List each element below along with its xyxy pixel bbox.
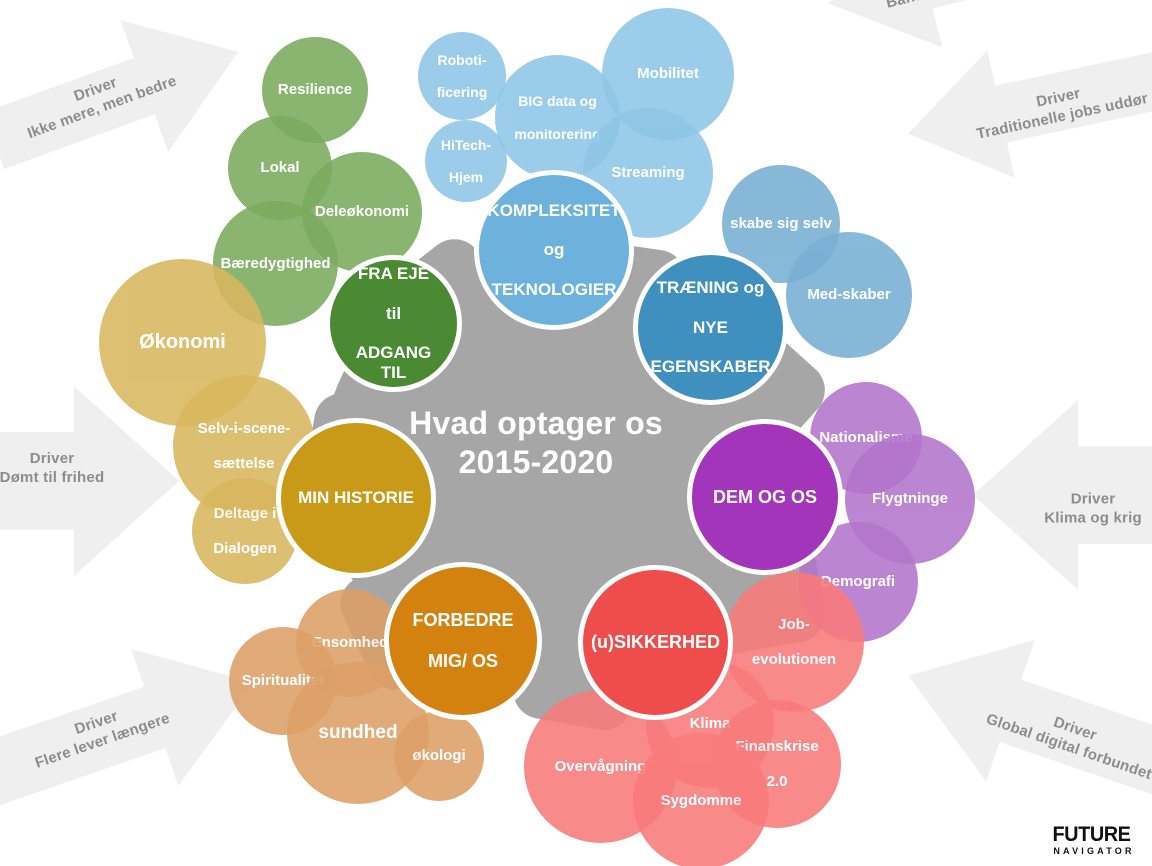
bubble-label-line2: sættelse <box>213 454 275 472</box>
bubble-label-line1: HiTech- <box>440 136 492 153</box>
bubble-label-line1: BIG data og <box>518 93 597 110</box>
hub-label: FORBEDRE MIG/ OS <box>400 610 525 673</box>
hub-kompleksitet-og-teknologier[interactable]: KOMPLEKSITET og TEKNOLOGIER <box>474 170 634 330</box>
hub-label-line2: NYE <box>693 317 728 337</box>
hub-forbedre-mig-os[interactable]: FORBEDRE MIG/ OS <box>384 562 542 720</box>
bubble-label-line2: monitorering <box>514 125 601 142</box>
hub-traening-og-nye-egenskaber[interactable]: TRÆNING og NYE EGENSKABER <box>633 250 788 405</box>
driver-arrow-domt-til-frihed-label: Driver Dømt til frihed <box>0 450 126 488</box>
bubble-label: Med-skaber <box>807 286 891 304</box>
bubble-label: Ensomhed <box>311 634 389 652</box>
bubble-label-line2: evolutionen <box>751 650 837 668</box>
bubble-sygdomme[interactable]: Sygdomme <box>633 733 769 866</box>
hub-label-line1: FRA EJE <box>357 264 430 284</box>
bubble-label-line1: Roboti- <box>437 51 487 68</box>
hub-dem-og-os[interactable]: DEM OG OS <box>687 419 843 575</box>
bubble-label-line2: Dialogen <box>213 539 277 557</box>
hub-label-line3: ADGANG TIL <box>355 343 432 382</box>
bubble-label: økologi <box>412 747 466 765</box>
bubble-label: Bæredygtighed <box>220 254 331 272</box>
bubble-hitech-hjem[interactable]: HiTech- Hjem <box>425 120 507 202</box>
page-title: Hvad optager os 2015-2020 <box>376 404 696 482</box>
hub-label-line1: TRÆNING og <box>656 278 765 298</box>
page-title-line2: 2015-2020 <box>458 444 614 481</box>
hub-label-line1: FORBEDRE <box>412 609 514 630</box>
bubble-label-line2: Hjem <box>448 169 484 186</box>
page-title-line1: Hvad optager os <box>409 405 663 441</box>
driver-arrow-traditionelle-jobs: Driver Traditionelle jobs uddør <box>895 8 1152 198</box>
driver-kicker: Driver <box>29 450 75 467</box>
bubble-label-line1: Job- <box>778 615 810 633</box>
bubble-label: Streaming <box>611 164 685 182</box>
driver-arrow-klima-og-krig: Driver Klima og krig <box>973 400 1152 590</box>
driver-arrow-global-digital: Driver Global digital forbundet <box>884 605 1152 854</box>
bubble-label: Sygdomme <box>660 792 742 810</box>
bubble-label: Job- evolutionen <box>740 616 848 668</box>
hub-min-historie[interactable]: MIN HISTORIE <box>276 418 436 578</box>
bubble-label: Overvågning <box>554 757 647 775</box>
bubble-label: skabe sig selv <box>730 215 832 233</box>
bubble-label: sundhed <box>318 721 398 743</box>
hub-label-line2: MIG/ OS <box>427 651 498 672</box>
bubble-label-line1: Selv-i-scene- <box>197 419 291 437</box>
bubble-label: Spiritualitet <box>241 672 325 690</box>
driver-text: Dømt til frihed <box>0 468 105 486</box>
bubble-label: Mobilitet <box>637 65 699 83</box>
bubble-robotificering[interactable]: Roboti- ficering <box>418 32 506 120</box>
bubble-label: BIG data og monitorering <box>502 93 612 142</box>
hub-label: TRÆNING og NYE EGENSKABER <box>639 278 783 377</box>
hub-label-line3: TEKNOLOGIER <box>491 279 617 299</box>
driver-arrow-domt-til-frihed: Driver Dømt til frihed <box>0 386 179 576</box>
bubble-med-skaber[interactable]: Med-skaber <box>786 232 912 358</box>
hub-label: DEM OG OS <box>712 486 817 507</box>
bubble-label: Flygtninge <box>872 490 948 508</box>
hub-label-line2: og <box>543 240 565 260</box>
bubble-label: Deltage i Dialogen <box>201 505 288 557</box>
hub-label: MIN HISTORIE <box>298 488 414 508</box>
bubble-label-line2: 2.0 <box>766 772 788 790</box>
bubble-label-line1: Finanskrise <box>735 737 819 755</box>
bubble-label: Demografi <box>820 573 896 591</box>
logo-line1: FUTURE <box>1052 823 1131 846</box>
logo-line2: NAVIGATOR <box>1053 846 1135 856</box>
bubble-label: Selv-i-scene- sættelse <box>186 420 303 472</box>
driver-arrow-ikke-mere-men-bedre: Driver Ikke mere, men bedre <box>0 0 262 207</box>
hub-label: (u)SIKKERHED <box>591 632 720 653</box>
bubble-label: Deleøkonomi <box>314 203 410 221</box>
hub-label-line3: EGENSKABER <box>650 357 771 377</box>
bubble-label: Roboti- ficering <box>425 52 500 101</box>
hub-fra-eje-til-adgang-til[interactable]: FRA EJE til ADGANG TIL <box>325 255 462 392</box>
bubble-label-line2: ficering <box>436 84 488 101</box>
hub-label: FRA EJE til ADGANG TIL <box>330 264 457 382</box>
bubble-label: Økonomi <box>139 330 226 353</box>
driver-arrow-flere-lever-laengere: Driver Flere lever længere <box>0 615 278 851</box>
hub-u-sikkerhed[interactable]: (u)SIKKERHED <box>578 565 733 720</box>
hub-label-line2: til <box>385 303 402 323</box>
hub-label: KOMPLEKSITET og TEKNOLOGIER <box>475 201 632 300</box>
bubble-label: Finanskrise 2.0 <box>723 738 830 790</box>
future-navigator-logo: FUTURE NAVIGATOR <box>1044 824 1144 857</box>
bubble-label: Lokal <box>260 159 300 177</box>
bubble-label: Resilience <box>277 81 353 99</box>
bubble-okologi[interactable]: økologi <box>394 711 484 801</box>
bubble-label: Klima <box>689 715 731 733</box>
driver-arrow-baandbredde: Driver Båndbredde, billigere, sensorer <box>811 0 1152 71</box>
hub-label-line1: KOMPLEKSITET <box>487 200 621 220</box>
bubble-label: HiTech- Hjem <box>429 137 503 186</box>
bubble-label-line1: Deltage i <box>213 504 277 522</box>
